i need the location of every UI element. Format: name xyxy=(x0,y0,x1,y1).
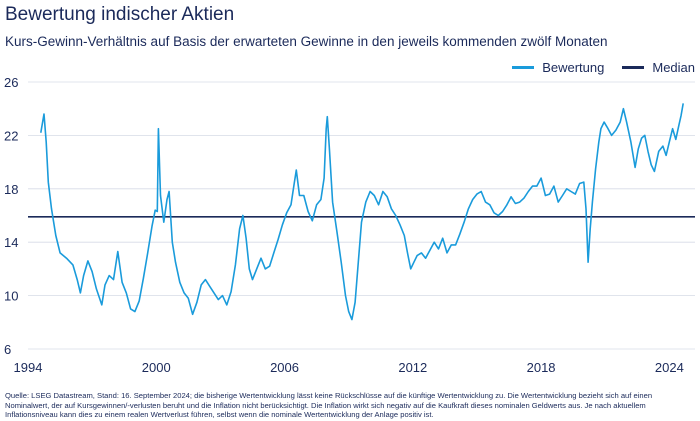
y-tick-label: 6 xyxy=(4,342,11,357)
y-tick-label: 22 xyxy=(4,128,18,143)
series-line-bewertung xyxy=(40,103,684,321)
legend-swatch-bewertung xyxy=(512,66,535,69)
y-tick-label: 18 xyxy=(4,182,18,197)
legend-label-median: Median xyxy=(652,60,695,75)
x-tick-label: 2012 xyxy=(398,360,427,375)
chart-legend: Bewertung Median xyxy=(512,60,695,75)
legend-label-bewertung: Bewertung xyxy=(542,60,605,75)
y-tick-label: 26 xyxy=(4,75,18,90)
x-tick-label: 2006 xyxy=(270,360,299,375)
x-tick-label: 2024 xyxy=(655,360,684,375)
chart-subtitle: Kurs-Gewinn-Verhältnis auf Basis der erw… xyxy=(5,34,608,49)
line-chart: 6 10 14 18 22 26 1994 2000 2006 2012 2018 2024 xyxy=(4,75,695,375)
legend-swatch-median xyxy=(622,66,645,69)
legend-item-median: Median xyxy=(622,60,695,75)
y-tick-label: 14 xyxy=(4,235,18,250)
legend-item-bewertung: Bewertung xyxy=(512,60,604,75)
x-tick-label: 2018 xyxy=(527,360,556,375)
x-tick-label: 1994 xyxy=(14,360,43,375)
x-tick-label: 2000 xyxy=(142,360,171,375)
y-tick-label: 10 xyxy=(4,289,18,304)
source-note: Quelle: LSEG Datastream, Stand: 16. Sept… xyxy=(5,391,653,420)
chart-title: Bewertung indischer Aktien xyxy=(5,4,235,25)
